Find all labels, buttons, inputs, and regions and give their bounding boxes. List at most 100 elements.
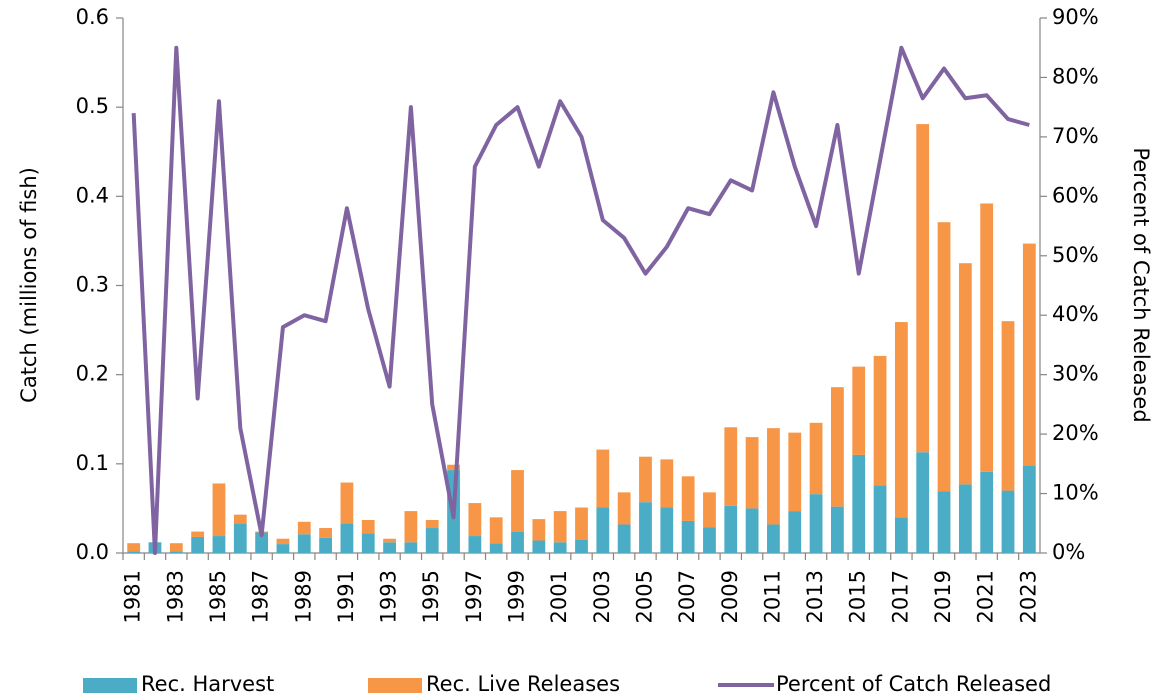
bar-segment [340, 523, 354, 553]
bar-segment [617, 524, 631, 553]
line-series [131, 45, 1030, 555]
bar-segment [425, 528, 439, 553]
y2-tick-label: 60% [1052, 183, 1099, 207]
x-tick-label: 2021 [974, 570, 998, 623]
y-tick-label: 0.0 [76, 540, 109, 564]
bar-segment [297, 521, 311, 535]
x-tick-label: 1993 [377, 570, 401, 623]
bar-segment [191, 536, 205, 553]
bar-segment [233, 523, 247, 553]
bar-segment [276, 544, 290, 553]
bar-segment [703, 527, 716, 553]
bar-segment [212, 483, 226, 537]
x-tick-label: 1985 [206, 570, 230, 623]
bar-segment [937, 222, 951, 492]
bar-segment [745, 508, 759, 553]
y2-tick-label: 0% [1052, 540, 1085, 564]
bar-segment [575, 507, 588, 540]
bar-segment [809, 422, 823, 495]
bar-segment [852, 366, 866, 455]
y-tick-label: 0.1 [76, 451, 109, 475]
bar-segment [958, 263, 972, 485]
x-tick-label: 1995 [419, 570, 443, 623]
bar-segment [873, 355, 887, 486]
bar-segment [894, 517, 908, 553]
x-tick-label: 2013 [803, 570, 827, 623]
bar-segment [383, 542, 396, 553]
bar-segment [297, 534, 311, 553]
bar-segment [1022, 243, 1036, 466]
bar-segment [532, 519, 546, 541]
bar-segment [127, 543, 141, 552]
legend-label: Percent of Catch Released [776, 672, 1051, 696]
x-tick-label: 2019 [931, 570, 955, 623]
bar-segment [617, 492, 631, 525]
bar-segment [468, 503, 482, 537]
bar-segment [553, 542, 567, 553]
y-tick-label: 0.6 [76, 5, 109, 29]
x-tick-label: 2009 [718, 570, 742, 623]
bar-segment [958, 484, 972, 553]
bar-segment [596, 507, 610, 553]
y-tick-label: 0.5 [76, 94, 109, 118]
bar-segment [639, 456, 652, 503]
y2-tick-label: 70% [1052, 124, 1099, 148]
y-tick-label: 0.3 [76, 273, 109, 297]
bar-segment [169, 543, 183, 552]
bar-segment [319, 528, 332, 538]
bar-segment [255, 532, 269, 553]
x-tick-label: 2003 [590, 570, 614, 623]
bar-segment [404, 511, 418, 543]
bar-segment [127, 551, 141, 553]
bar-segment [511, 531, 524, 553]
bar-segment [873, 485, 887, 553]
bar-segment [809, 494, 823, 553]
bar-segment [681, 476, 695, 521]
y2-tick-label: 80% [1052, 64, 1099, 88]
bar-segment [980, 203, 994, 472]
legend-label: Rec. Live Releases [426, 672, 620, 696]
bar-segment [916, 124, 930, 453]
bar-segment [319, 537, 332, 553]
bar-segment [489, 517, 503, 544]
bar-segment [1001, 321, 1015, 491]
x-tick-label: 1981 [121, 570, 145, 623]
bar-segment [1001, 490, 1015, 553]
bar-segment [361, 520, 375, 534]
bar-segment [660, 507, 674, 553]
bar-segment [511, 470, 524, 532]
x-tick-label: 2015 [846, 570, 870, 623]
bar-segment [703, 492, 716, 528]
bar-segment [852, 454, 866, 553]
x-tick-label: 1987 [249, 570, 273, 623]
bar-segment [831, 387, 844, 507]
x-tick-label: 1991 [334, 570, 358, 623]
bar-segment [191, 531, 205, 537]
x-tick-label: 2023 [1016, 570, 1040, 623]
bar-segment [681, 520, 695, 553]
bar-segment [1022, 465, 1036, 553]
x-tick-label: 2017 [888, 570, 912, 623]
bar-segment [553, 511, 567, 543]
x-tick-label: 2007 [675, 570, 699, 623]
bar-segment [212, 536, 226, 553]
y2-axis-title: Percent of Catch Released [1129, 147, 1153, 422]
x-tick-label: 1983 [163, 570, 187, 623]
bar-segment [980, 471, 994, 553]
x-tick-label: 1999 [505, 570, 529, 623]
bar-segment [575, 539, 588, 553]
bar-segment [767, 428, 780, 525]
x-tick-label: 2001 [547, 570, 571, 623]
bar-segment [340, 482, 354, 524]
x-tick-label: 1997 [462, 570, 486, 623]
bar-segment [233, 514, 247, 524]
y2-tick-label: 10% [1052, 481, 1099, 505]
bar-segment [788, 511, 802, 553]
bar-segment [489, 543, 503, 553]
bar-segment [404, 542, 418, 553]
bar-segment [425, 520, 439, 529]
bar-segment [767, 524, 780, 553]
bar-segment [937, 491, 951, 553]
bar-segment [724, 505, 738, 553]
